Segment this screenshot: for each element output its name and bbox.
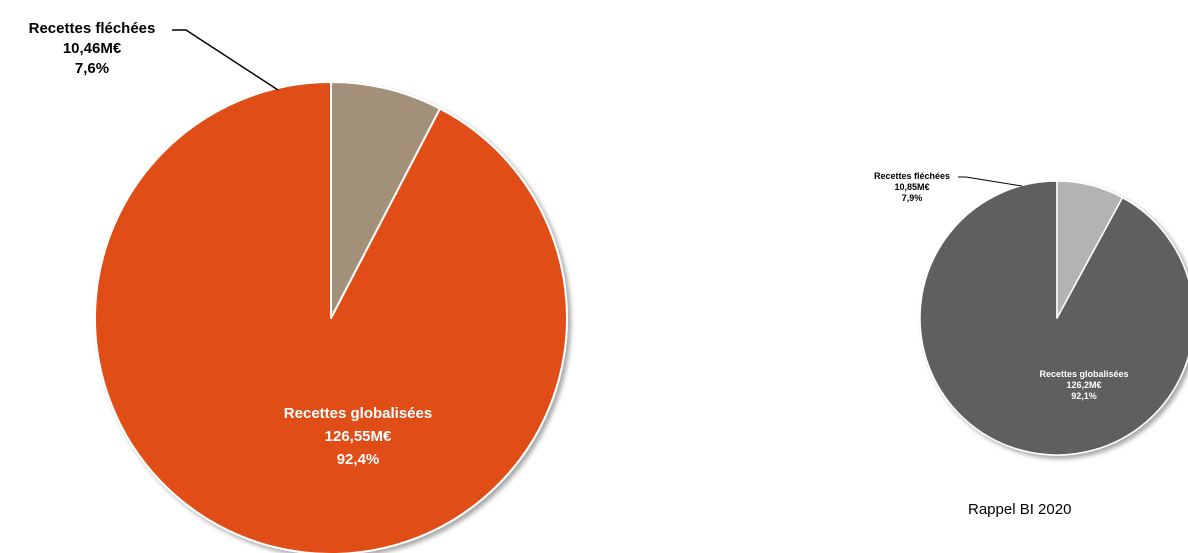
- main-leader-line: [172, 29, 279, 91]
- main-label-globalisees-percent: 92,4%: [337, 451, 380, 468]
- main-label-globalisees-amount: 126,55M€: [325, 428, 392, 445]
- main-label-globalisees-name: Recettes globalisées: [284, 405, 432, 422]
- main-pie-chart: [94, 81, 568, 553]
- ref-label-flechees-name: Recettes fléchées: [874, 171, 950, 181]
- reference-leader-line: [958, 176, 1023, 187]
- reference-caption: Rappel BI 2020: [968, 501, 1072, 518]
- ref-label-globalisees-percent: 92,1%: [1071, 391, 1097, 401]
- main-label-flechees-percent: 7,6%: [75, 60, 109, 77]
- ref-label-globalisees-amount: 126,2M€: [1066, 380, 1101, 390]
- main-label-flechees-amount: 10,46M€: [63, 40, 122, 57]
- ref-label-flechees-amount: 10,85M€: [894, 182, 929, 192]
- ref-slice-globalisees: [919, 180, 1188, 456]
- ref-label-flechees-percent: 7,9%: [902, 193, 923, 203]
- ref-slice-flechees: [1056, 180, 1124, 319]
- main-slice-flechees: [330, 81, 441, 319]
- ref-label-globalisees-name: Recettes globalisées: [1039, 369, 1128, 379]
- main-label-flechees-name: Recettes fléchées: [29, 20, 156, 37]
- reference-pie-chart: [919, 180, 1188, 456]
